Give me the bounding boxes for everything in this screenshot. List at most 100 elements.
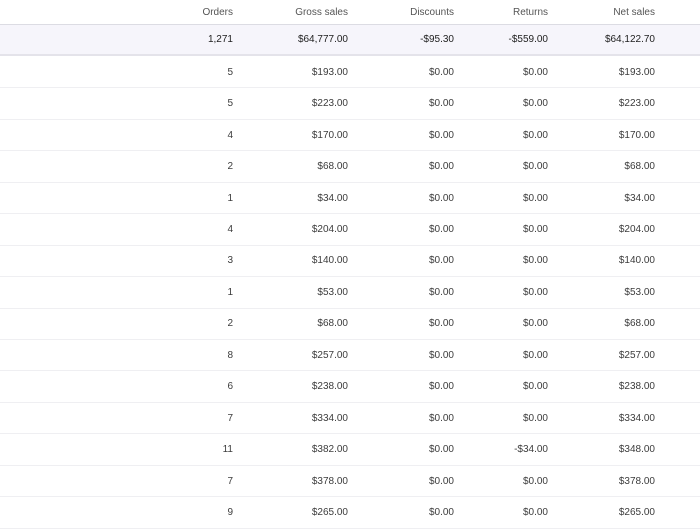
cell-net-sales: $68.00	[624, 161, 655, 173]
cell-orders: 1	[227, 192, 233, 204]
cell-orders: 5	[227, 98, 233, 110]
cell-returns: $0.00	[522, 161, 548, 173]
table-row: 1 $34.00 $0.00 $0.00 $34.00	[0, 183, 700, 215]
cell-returns: $0.00	[522, 286, 548, 298]
cell-net-sales: $238.00	[618, 381, 655, 393]
cell-orders: 5	[227, 66, 233, 78]
cell-gross-sales: $53.00	[317, 286, 348, 298]
summary-orders: 1,271	[207, 34, 233, 45]
cell-discounts: $0.00	[428, 286, 454, 298]
cell-orders: 2	[227, 161, 233, 173]
column-header-discounts[interactable]: Discounts	[410, 6, 454, 18]
cell-returns: $0.00	[522, 507, 548, 519]
cell-orders: 6	[227, 381, 233, 393]
table-row: 7 $334.00 $0.00 $0.00 $334.00	[0, 403, 700, 435]
cell-orders: 4	[227, 223, 233, 235]
cell-orders: 3	[227, 255, 233, 267]
cell-net-sales: $265.00	[618, 507, 655, 519]
column-header-gross-sales[interactable]: Gross sales	[295, 6, 348, 18]
cell-returns: -$34.00	[514, 444, 548, 456]
column-header-returns[interactable]: Returns	[512, 6, 548, 18]
table-row: 7 $378.00 $0.00 $0.00 $378.00	[0, 466, 700, 498]
table-row: 11 $382.00 $0.00 -$34.00 $348.00	[0, 434, 700, 466]
cell-gross-sales: $170.00	[311, 129, 348, 141]
cell-gross-sales: $140.00	[311, 255, 348, 267]
summary-discounts: -$95.30	[420, 34, 454, 45]
table-row: 8 $257.00 $0.00 $0.00 $257.00	[0, 340, 700, 372]
cell-gross-sales: $193.00	[311, 66, 348, 78]
cell-orders: 7	[227, 475, 233, 487]
cell-orders: 4	[227, 129, 233, 141]
table-row: 5 $193.00 $0.00 $0.00 $193.00	[0, 57, 700, 89]
table-row: 3 $140.00 $0.00 $0.00 $140.00	[0, 246, 700, 278]
cell-returns: $0.00	[522, 98, 548, 110]
cell-orders: 11	[222, 444, 233, 456]
cell-returns: $0.00	[522, 381, 548, 393]
cell-discounts: $0.00	[428, 223, 454, 235]
cell-net-sales: $257.00	[618, 349, 655, 361]
cell-net-sales: $204.00	[618, 223, 655, 235]
cell-discounts: $0.00	[428, 66, 454, 78]
cell-net-sales: $223.00	[618, 98, 655, 110]
summary-row: 1,271 $64,777.00 -$95.30 -$559.00 $64,12…	[0, 25, 700, 56]
cell-discounts: $0.00	[428, 349, 454, 361]
cell-orders: 1	[227, 286, 233, 298]
table-header: Orders Gross sales Discounts Returns Net…	[0, 0, 700, 25]
cell-net-sales: $53.00	[624, 286, 655, 298]
cell-orders: 7	[227, 412, 233, 424]
table-row: 4 $204.00 $0.00 $0.00 $204.00	[0, 214, 700, 246]
table-row: 4 $170.00 $0.00 $0.00 $170.00	[0, 120, 700, 152]
cell-net-sales: $140.00	[618, 255, 655, 267]
cell-gross-sales: $68.00	[317, 161, 348, 173]
cell-discounts: $0.00	[428, 381, 454, 393]
cell-returns: $0.00	[522, 223, 548, 235]
cell-net-sales: $334.00	[618, 412, 655, 424]
table-row: 2 $68.00 $0.00 $0.00 $68.00	[0, 151, 700, 183]
table-row: 1 $53.00 $0.00 $0.00 $53.00	[0, 277, 700, 309]
cell-discounts: $0.00	[428, 318, 454, 330]
table-row: 2 $68.00 $0.00 $0.00 $68.00	[0, 309, 700, 341]
cell-gross-sales: $223.00	[311, 98, 348, 110]
cell-discounts: $0.00	[428, 255, 454, 267]
cell-discounts: $0.00	[428, 192, 454, 204]
cell-net-sales: $34.00	[624, 192, 655, 204]
cell-orders: 8	[227, 349, 233, 361]
cell-gross-sales: $382.00	[311, 444, 348, 456]
cell-net-sales: $170.00	[618, 129, 655, 141]
column-header-net-sales[interactable]: Net sales	[613, 6, 655, 18]
cell-returns: $0.00	[522, 349, 548, 361]
cell-gross-sales: $265.00	[311, 507, 348, 519]
summary-gross-sales: $64,777.00	[297, 34, 348, 45]
cell-orders: 9	[227, 507, 233, 519]
table-row: 5 $223.00 $0.00 $0.00 $223.00	[0, 88, 700, 120]
cell-gross-sales: $204.00	[311, 223, 348, 235]
summary-returns: -$559.00	[508, 34, 548, 45]
cell-gross-sales: $68.00	[317, 318, 348, 330]
table-row: 9 $265.00 $0.00 $0.00 $265.00	[0, 497, 700, 529]
summary-net-sales: $64,122.70	[604, 34, 655, 45]
cell-orders: 2	[227, 318, 233, 330]
cell-gross-sales: $238.00	[311, 381, 348, 393]
cell-net-sales: $193.00	[618, 66, 655, 78]
cell-discounts: $0.00	[428, 412, 454, 424]
cell-gross-sales: $378.00	[311, 475, 348, 487]
cell-returns: $0.00	[522, 192, 548, 204]
cell-discounts: $0.00	[428, 161, 454, 173]
cell-discounts: $0.00	[428, 507, 454, 519]
cell-net-sales: $68.00	[624, 318, 655, 330]
cell-returns: $0.00	[522, 129, 548, 141]
column-header-orders[interactable]: Orders	[202, 6, 233, 18]
cell-discounts: $0.00	[428, 98, 454, 110]
cell-discounts: $0.00	[428, 129, 454, 141]
cell-discounts: $0.00	[428, 444, 454, 456]
cell-gross-sales: $257.00	[311, 349, 348, 361]
table-row: 6 $238.00 $0.00 $0.00 $238.00	[0, 372, 700, 403]
cell-returns: $0.00	[522, 318, 548, 330]
cell-returns: $0.00	[522, 412, 548, 424]
cell-net-sales: $378.00	[618, 475, 655, 487]
cell-returns: $0.00	[522, 255, 548, 267]
cell-gross-sales: $34.00	[317, 192, 348, 204]
cell-returns: $0.00	[522, 475, 548, 487]
cell-discounts: $0.00	[428, 475, 454, 487]
cell-returns: $0.00	[522, 66, 548, 78]
